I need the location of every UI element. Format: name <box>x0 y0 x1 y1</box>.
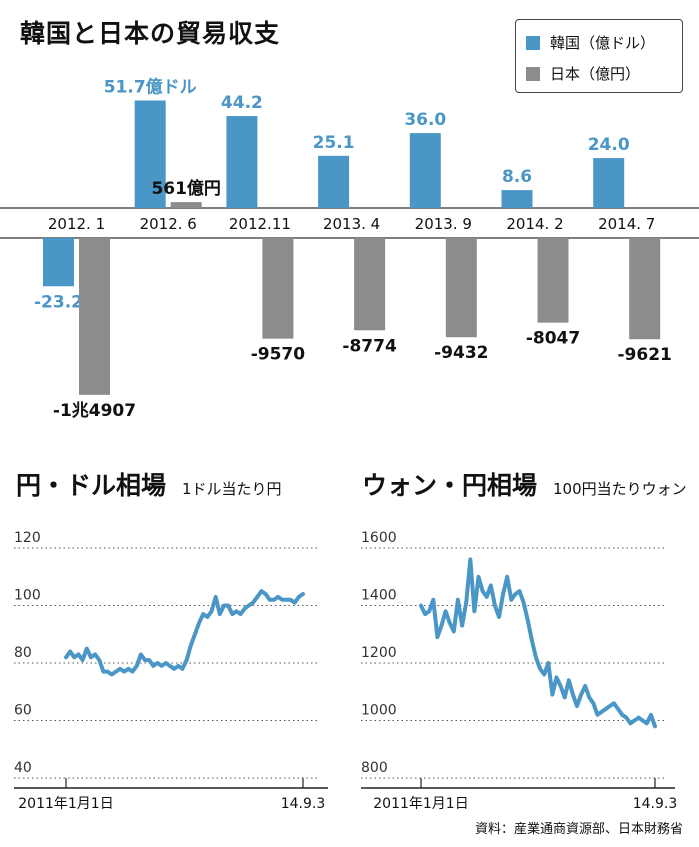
usd-jpy-chart: 40 60 80 100 120 2011年1月1日 14.9.3 <box>14 530 328 812</box>
y-tick-label: 40 <box>14 760 32 776</box>
x-label-start: 2011年1月1日 <box>18 796 113 812</box>
bar-chart: -23.2 -1兆4907 2012. 1 51.7億ドル 561億円 2012. 6 44… <box>0 76 699 421</box>
legend-swatch-korea <box>526 35 540 50</box>
legend-item-japan: 日本（億円） <box>526 63 640 84</box>
data-label-korea: 25.1 <box>313 133 355 153</box>
series-line <box>64 589 305 677</box>
y-tick-label: 1200 <box>361 645 397 661</box>
category-label: 2014. 7 <box>598 215 655 233</box>
krw-jpy-title: ウォン・円相場 <box>362 471 538 500</box>
bar-korea <box>318 155 350 208</box>
usd-jpy-title: 円・ドル相場 <box>16 471 167 500</box>
bar-korea <box>134 100 166 208</box>
category-band <box>0 208 699 238</box>
legend-label-japan: 日本（億円） <box>550 65 641 83</box>
data-label-japan: -8774 <box>342 336 397 356</box>
x-label-start: 2011年1月1日 <box>373 796 468 812</box>
data-label-japan: -1兆4907 <box>53 401 136 421</box>
bar-korea <box>43 238 74 287</box>
category-label: 2012. 6 <box>140 215 197 233</box>
y-tick-label: 1000 <box>361 703 397 719</box>
series-line <box>419 557 657 729</box>
y-tick-label: 1400 <box>361 588 397 604</box>
krw-jpy-header: ウォン・円相場 100円当たりウォン <box>362 466 687 502</box>
legend: 韓国（億ドル） 日本（億円） <box>515 19 683 93</box>
data-label-japan: -9570 <box>251 345 306 365</box>
data-label-japan: -9621 <box>618 345 672 365</box>
bar-japan <box>354 238 386 331</box>
krw-jpy-chart: 800 1000 1200 1400 1600 2011年1月1日 14.9.3 <box>361 530 678 812</box>
y-tick-label: 120 <box>14 530 41 546</box>
data-label-korea: 44.2 <box>221 93 263 113</box>
bar-japan <box>537 238 569 323</box>
category-label: 2013. 9 <box>415 215 472 233</box>
x-label-end: 14.9.3 <box>633 796 678 812</box>
legend-swatch-japan <box>526 66 540 81</box>
bar-korea <box>501 190 533 208</box>
category-label: 2013. 4 <box>323 215 380 233</box>
krw-jpy-unit: 100円当たりウォン <box>553 480 687 498</box>
data-label-korea: 51.7億ドル <box>104 76 197 97</box>
bar-japan <box>262 238 294 339</box>
data-label-japan: -9432 <box>434 343 488 363</box>
y-tick-label: 1600 <box>361 530 397 546</box>
bar-japan <box>170 202 202 208</box>
usd-jpy-unit: 1ドル当たり円 <box>182 480 282 498</box>
source-note: 資料：産業通商資源部、日本財務省 <box>474 822 683 837</box>
y-tick-label: 100 <box>14 588 41 604</box>
x-label-end: 14.9.3 <box>281 796 326 812</box>
bar-japan <box>445 238 477 338</box>
data-label-korea: 24.0 <box>588 135 630 155</box>
category-label: 2012. 1 <box>48 215 105 233</box>
bar-korea <box>226 116 258 208</box>
category-label: 2012.11 <box>229 215 291 233</box>
data-label-japan: -8047 <box>526 329 580 349</box>
legend-item-korea: 韓国（億ドル） <box>526 32 655 53</box>
chart-title: 韓国と日本の貿易収支 <box>20 19 281 48</box>
y-tick-label: 800 <box>361 760 388 776</box>
bar-japan <box>629 238 661 340</box>
bar-japan <box>79 238 110 395</box>
data-label-korea: 36.0 <box>404 110 446 130</box>
y-tick-label: 80 <box>14 645 32 661</box>
usd-jpy-header: 円・ドル相場 1ドル当たり円 <box>16 466 282 502</box>
bar-korea <box>409 133 441 208</box>
data-label-korea: -23.2 <box>34 292 83 312</box>
y-tick-label: 60 <box>14 703 32 719</box>
bar-korea <box>593 158 625 208</box>
legend-label-korea: 韓国（億ドル） <box>550 34 656 52</box>
data-label-japan: 561億円 <box>151 178 221 199</box>
data-label-korea: 8.6 <box>502 167 532 187</box>
category-label: 2014. 2 <box>506 215 563 233</box>
